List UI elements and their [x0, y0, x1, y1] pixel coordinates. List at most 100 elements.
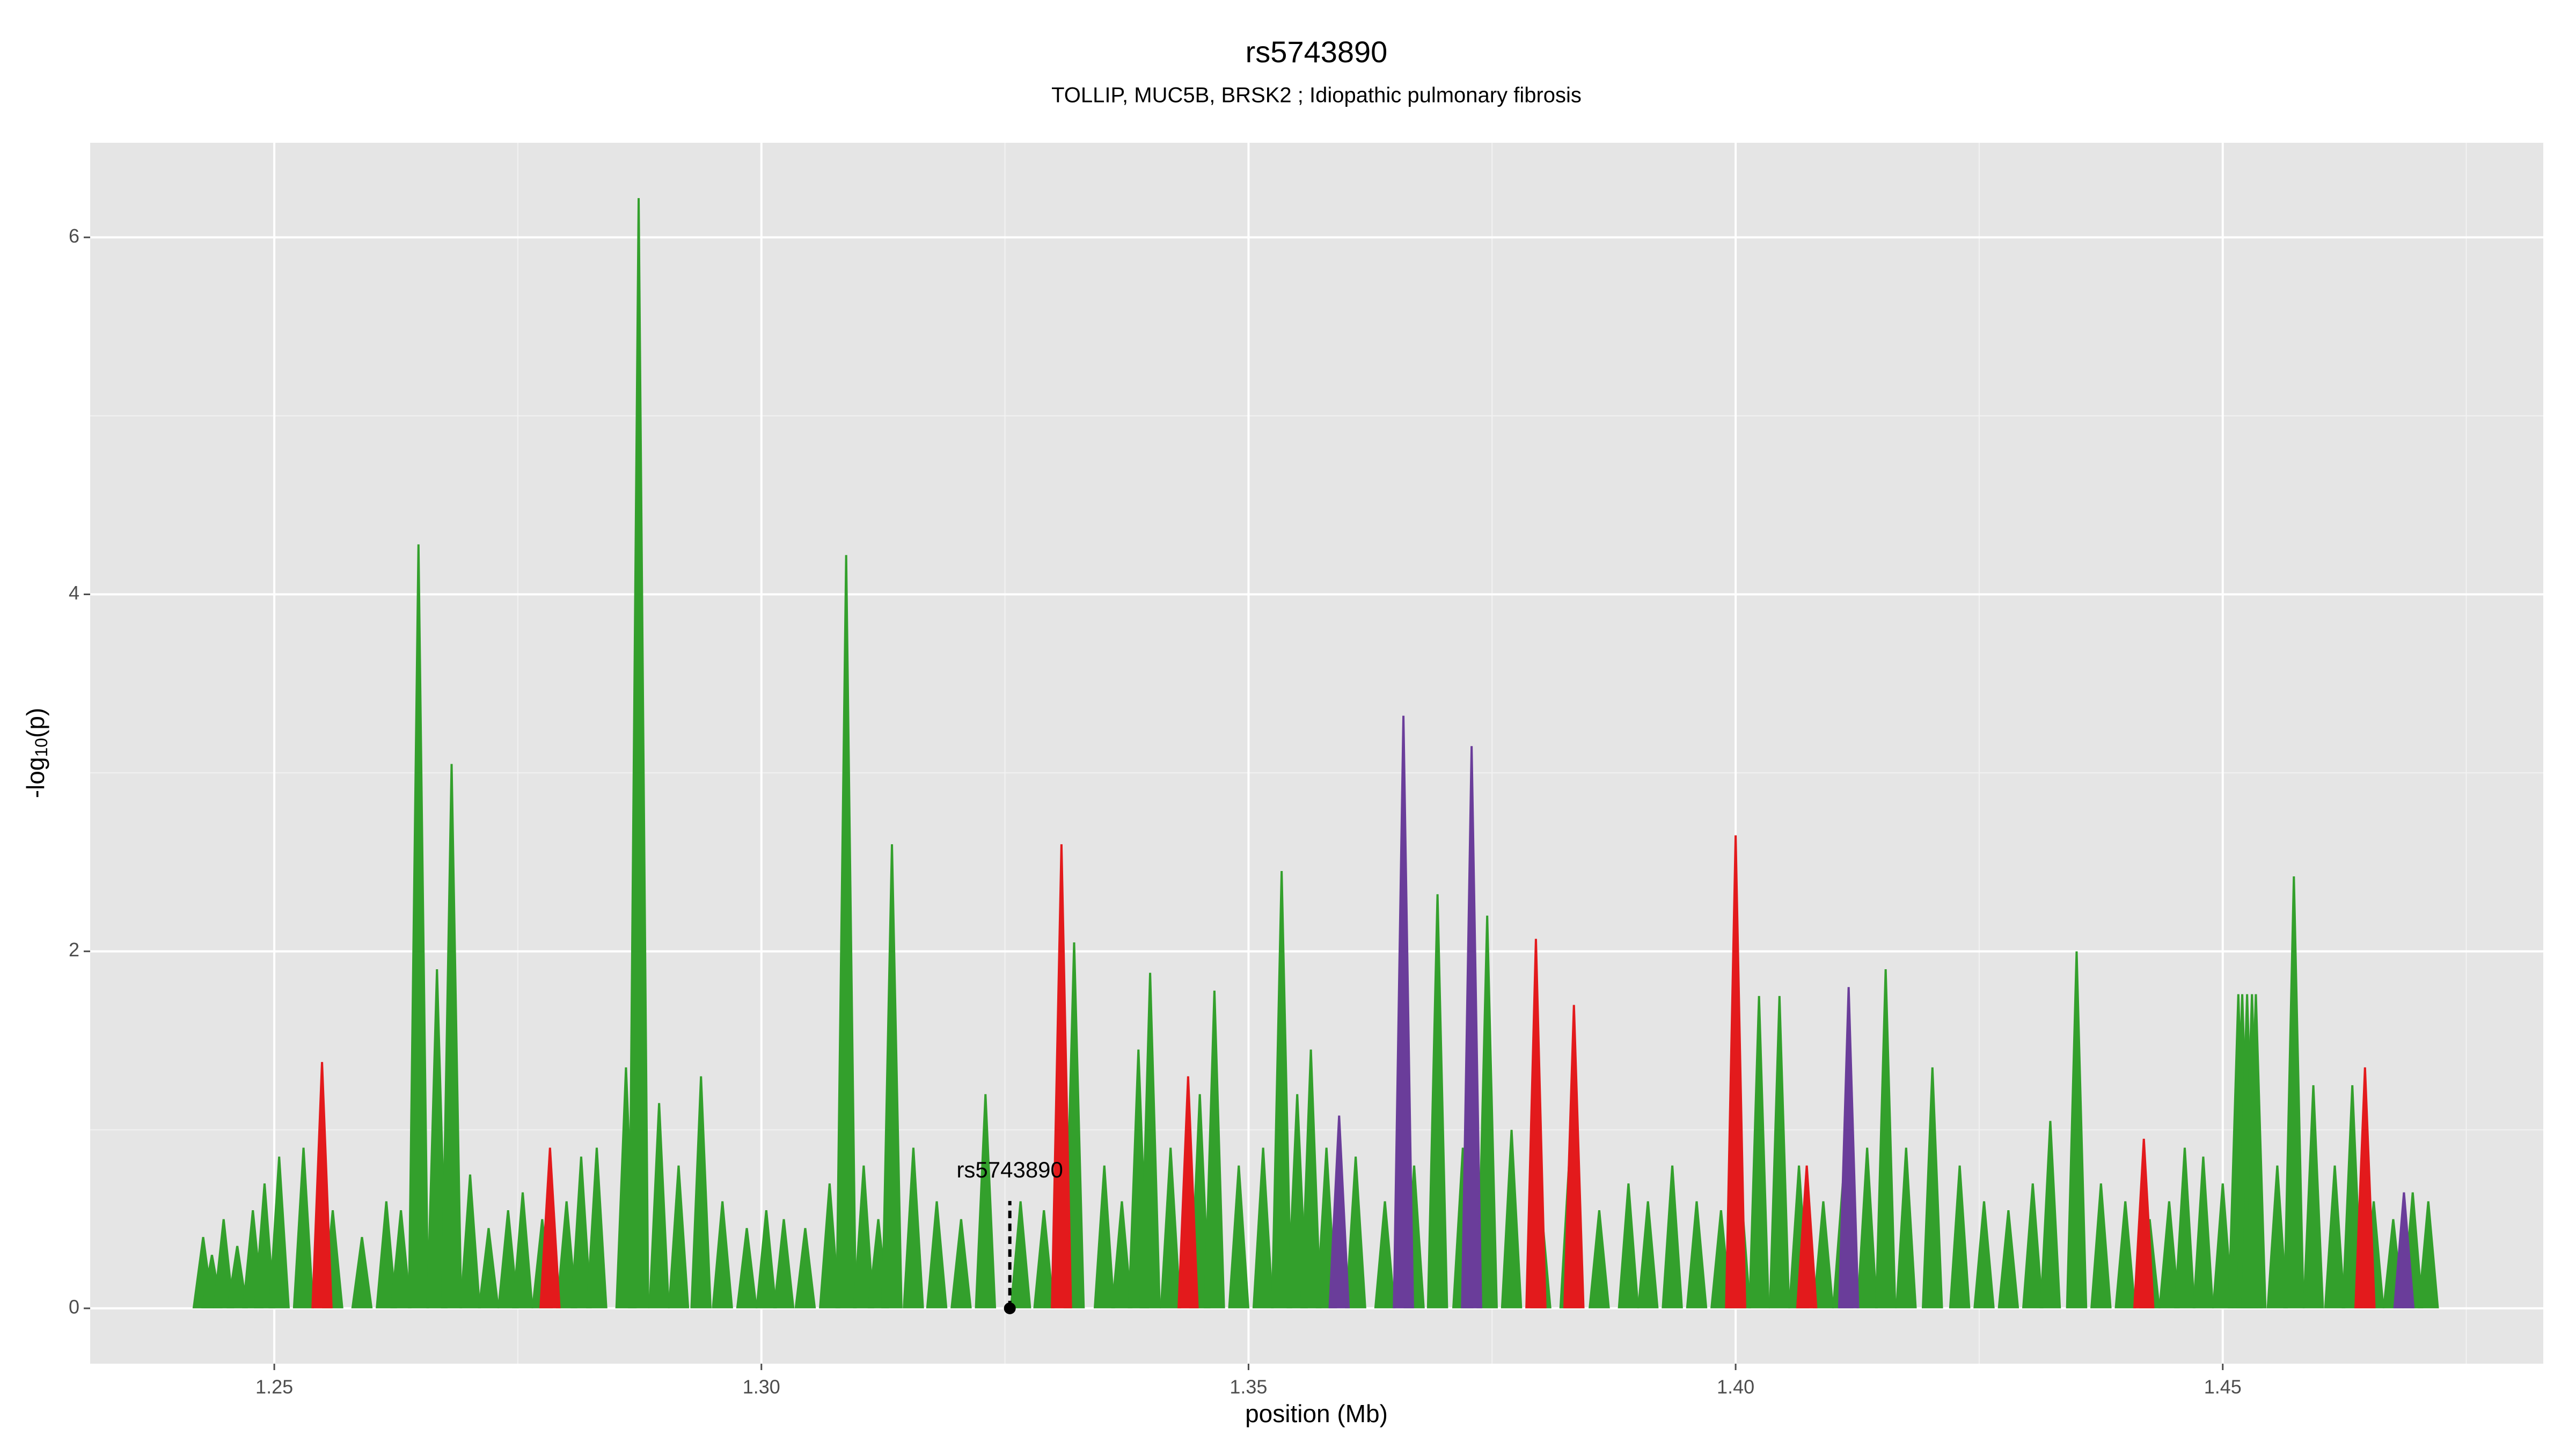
area-peak: [903, 1147, 924, 1308]
area-peak: [311, 1062, 333, 1308]
y-axis-title: -log10(p): [21, 708, 51, 799]
x-tick-label: 1.25: [255, 1376, 293, 1398]
area-peak: [2114, 1201, 2136, 1308]
area-peak: [1563, 1005, 1585, 1308]
area-peak: [1300, 1049, 1322, 1308]
area-peak: [2090, 1183, 2112, 1308]
area-peak: [1875, 969, 1897, 1308]
area-peak: [1618, 1183, 1640, 1308]
x-tick-label: 1.45: [2204, 1376, 2242, 1398]
area-peak: [926, 1201, 948, 1308]
area-peak: [1051, 844, 1072, 1308]
area-peak: [712, 1201, 733, 1308]
area-peak: [1921, 1067, 1943, 1308]
area-peak: [690, 1076, 712, 1308]
area-peak: [1374, 1201, 1396, 1308]
area-peak: [1997, 1210, 2019, 1308]
area-peak: [1160, 1147, 1182, 1308]
area-peak: [2324, 1165, 2346, 1308]
x-axis-title: position (Mb): [1245, 1400, 1388, 1428]
area-peak: [268, 1157, 290, 1308]
chart-subtitle: TOLLIP, MUC5B, BRSK2 ; Idiopathic pulmon…: [1051, 84, 1582, 107]
area-peak: [1686, 1201, 1708, 1308]
annotation-point: [1004, 1302, 1016, 1314]
area-peak: [1796, 1165, 1818, 1308]
area-peak: [292, 1147, 314, 1308]
area-peak: [2174, 1147, 2196, 1308]
area-peak: [213, 1219, 235, 1308]
area-peak: [2354, 1067, 2376, 1308]
annotation-label: rs5743890: [956, 1157, 1063, 1182]
area-peak: [407, 544, 429, 1308]
y-axis-title-sub: 10: [32, 738, 51, 757]
area-peak: [1501, 1130, 1523, 1308]
area-peak: [459, 1174, 481, 1308]
y-tick-label: 6: [69, 225, 79, 247]
area-peak: [351, 1236, 373, 1308]
area-peak: [1949, 1165, 1971, 1308]
area-peak: [478, 1228, 500, 1308]
area-peak: [819, 1183, 840, 1308]
area-series: [311, 835, 2376, 1308]
area-peak: [512, 1192, 533, 1308]
y-tick-label: 2: [69, 939, 79, 961]
area-series: [192, 198, 2439, 1308]
chart-title: rs5743890: [1246, 35, 1388, 69]
area-peak: [648, 1103, 670, 1308]
area-peak: [1838, 987, 1860, 1308]
area-peak: [1139, 972, 1161, 1308]
area-peak: [2283, 876, 2305, 1308]
x-tick-label: 1.40: [1717, 1376, 1754, 1398]
area-peak: [2212, 1183, 2234, 1308]
area-peak: [1093, 1165, 1115, 1308]
area-peak: [1426, 894, 1448, 1308]
area-peak: [1328, 1115, 1350, 1308]
area-peak: [426, 969, 448, 1308]
area-peak: [570, 1157, 592, 1308]
area-peak: [1812, 1201, 1834, 1308]
area-peak: [975, 1094, 997, 1308]
x-tick-label: 1.35: [1230, 1376, 1267, 1398]
plot-panel: [90, 143, 2543, 1364]
area-peak: [1177, 1076, 1199, 1308]
area-peak: [1476, 916, 1498, 1308]
area-peak: [756, 1210, 777, 1308]
area-peak: [1637, 1201, 1659, 1308]
area-series: [1328, 715, 2415, 1308]
area-peak: [1271, 871, 1292, 1308]
area-peak: [2133, 1138, 2155, 1308]
area-peak: [226, 1246, 248, 1308]
area-peak: [1033, 1210, 1055, 1308]
area-peak: [441, 764, 463, 1308]
area-peak: [736, 1228, 758, 1308]
area-peak: [2192, 1157, 2214, 1308]
area-peak: [1973, 1201, 1995, 1308]
area-peak: [1589, 1210, 1610, 1308]
area-peak: [555, 1201, 577, 1308]
area-peak: [2022, 1183, 2044, 1308]
y-axis-title-part: -log: [21, 757, 49, 799]
area-peak: [1228, 1165, 1250, 1308]
area-peak: [2393, 1192, 2415, 1308]
area-peak: [1393, 715, 1414, 1308]
area-peak: [390, 1210, 412, 1308]
area-peak: [835, 555, 857, 1308]
area-peak: [539, 1147, 561, 1308]
area-peak: [881, 844, 903, 1308]
area-peak: [497, 1210, 519, 1308]
area-peak: [794, 1228, 816, 1308]
area-peak: [2266, 1165, 2288, 1308]
area-peak: [2039, 1121, 2061, 1308]
area-peak: [2417, 1201, 2439, 1308]
area-peak: [1204, 990, 1225, 1308]
area-peak: [586, 1147, 608, 1308]
area-peak: [950, 1219, 972, 1308]
area-peak: [376, 1201, 397, 1308]
area-peak: [853, 1165, 875, 1308]
area-peak: [668, 1165, 690, 1308]
area-peak: [2158, 1201, 2180, 1308]
y-tick-label: 4: [69, 582, 79, 604]
area-peak: [1895, 1147, 1917, 1308]
y-axis-title-part: (p): [21, 708, 49, 738]
